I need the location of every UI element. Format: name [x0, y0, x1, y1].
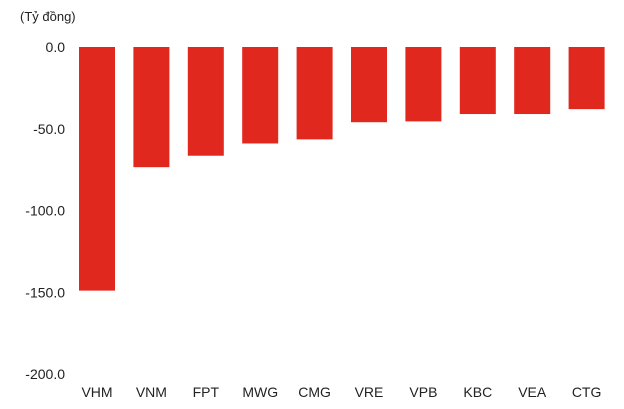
x-tick-label: VPB	[409, 384, 437, 400]
bar-vre	[351, 47, 387, 123]
unit-label: (Tỷ đồng)	[20, 9, 76, 24]
y-tick-label: -150.0	[25, 284, 65, 300]
bar-kbc	[459, 47, 496, 115]
bar-vnm	[133, 47, 170, 168]
x-tick-label: FPT	[193, 384, 220, 400]
y-tick-label: -100.0	[25, 203, 65, 219]
x-tick-label: VHM	[81, 384, 112, 400]
x-tick-label: KBC	[463, 384, 492, 400]
bar-vpb	[405, 47, 442, 122]
bar-mwg	[242, 47, 279, 144]
bar-cmg	[296, 47, 333, 140]
bars-group	[79, 47, 605, 291]
y-tick-label: -50.0	[33, 121, 65, 137]
x-tick-label: MWG	[242, 384, 278, 400]
x-axis-labels: VHM VNM FPT MWG CMG VRE VPB KBC VEA CTG	[81, 384, 601, 400]
bar-fpt	[187, 47, 224, 156]
y-tick-label: -200.0	[25, 366, 65, 382]
bar-ctg	[568, 47, 605, 110]
x-tick-label: CTG	[572, 384, 602, 400]
x-tick-label: VNM	[136, 384, 167, 400]
y-tick-label: 0.0	[46, 39, 66, 55]
bar-vhm	[79, 47, 115, 291]
bar-vea	[514, 47, 551, 115]
x-tick-label: VEA	[518, 384, 547, 400]
y-axis-ticks: 0.0 -50.0 -100.0 -150.0 -200.0	[25, 39, 65, 382]
x-tick-label: VRE	[355, 384, 384, 400]
x-tick-label: CMG	[298, 384, 331, 400]
